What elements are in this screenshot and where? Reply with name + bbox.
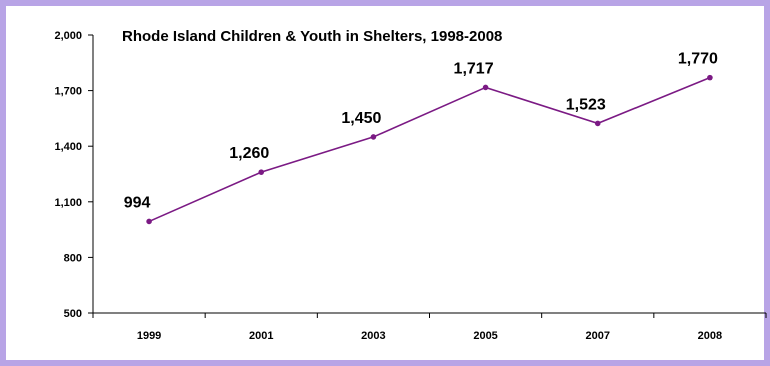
x-tick-label: 2001 — [249, 330, 273, 342]
y-tick-label: 1,700 — [54, 86, 82, 98]
x-tick-label: 2005 — [473, 330, 497, 342]
y-tick-label: 500 — [64, 308, 82, 320]
data-point — [146, 219, 152, 225]
y-tick-label: 800 — [64, 252, 82, 264]
data-point — [707, 75, 713, 81]
axes — [93, 35, 766, 313]
data-label: 1,450 — [341, 110, 381, 127]
chart-title: Rhode Island Children & Youth in Shelter… — [122, 28, 502, 45]
y-tick-label: 1,400 — [54, 141, 82, 153]
x-tick-label: 2008 — [698, 330, 722, 342]
y-tick-label: 2,000 — [54, 30, 82, 42]
data-label: 994 — [124, 194, 151, 211]
data-point — [371, 134, 377, 140]
data-point — [595, 121, 601, 127]
data-labels: 994 1,260 1,450 1,717 1,523 1,770 — [124, 51, 718, 212]
x-tick-label: 2007 — [586, 330, 610, 342]
data-label: 1,717 — [454, 60, 494, 77]
data-point — [483, 85, 489, 91]
data-label: 1,523 — [566, 96, 606, 113]
data-point — [258, 169, 264, 175]
data-label: 1,260 — [229, 145, 269, 162]
y-tick-label: 1,100 — [54, 197, 82, 209]
x-tick-label: 1999 — [137, 330, 161, 342]
data-label: 1,770 — [678, 51, 718, 68]
y-axis-ticks: 500 800 1,100 1,400 1,700 2,000 — [54, 30, 93, 320]
x-tick-label: 2003 — [361, 330, 385, 342]
x-axis-ticks: 1999 2001 2003 2005 2007 2008 — [93, 313, 766, 342]
